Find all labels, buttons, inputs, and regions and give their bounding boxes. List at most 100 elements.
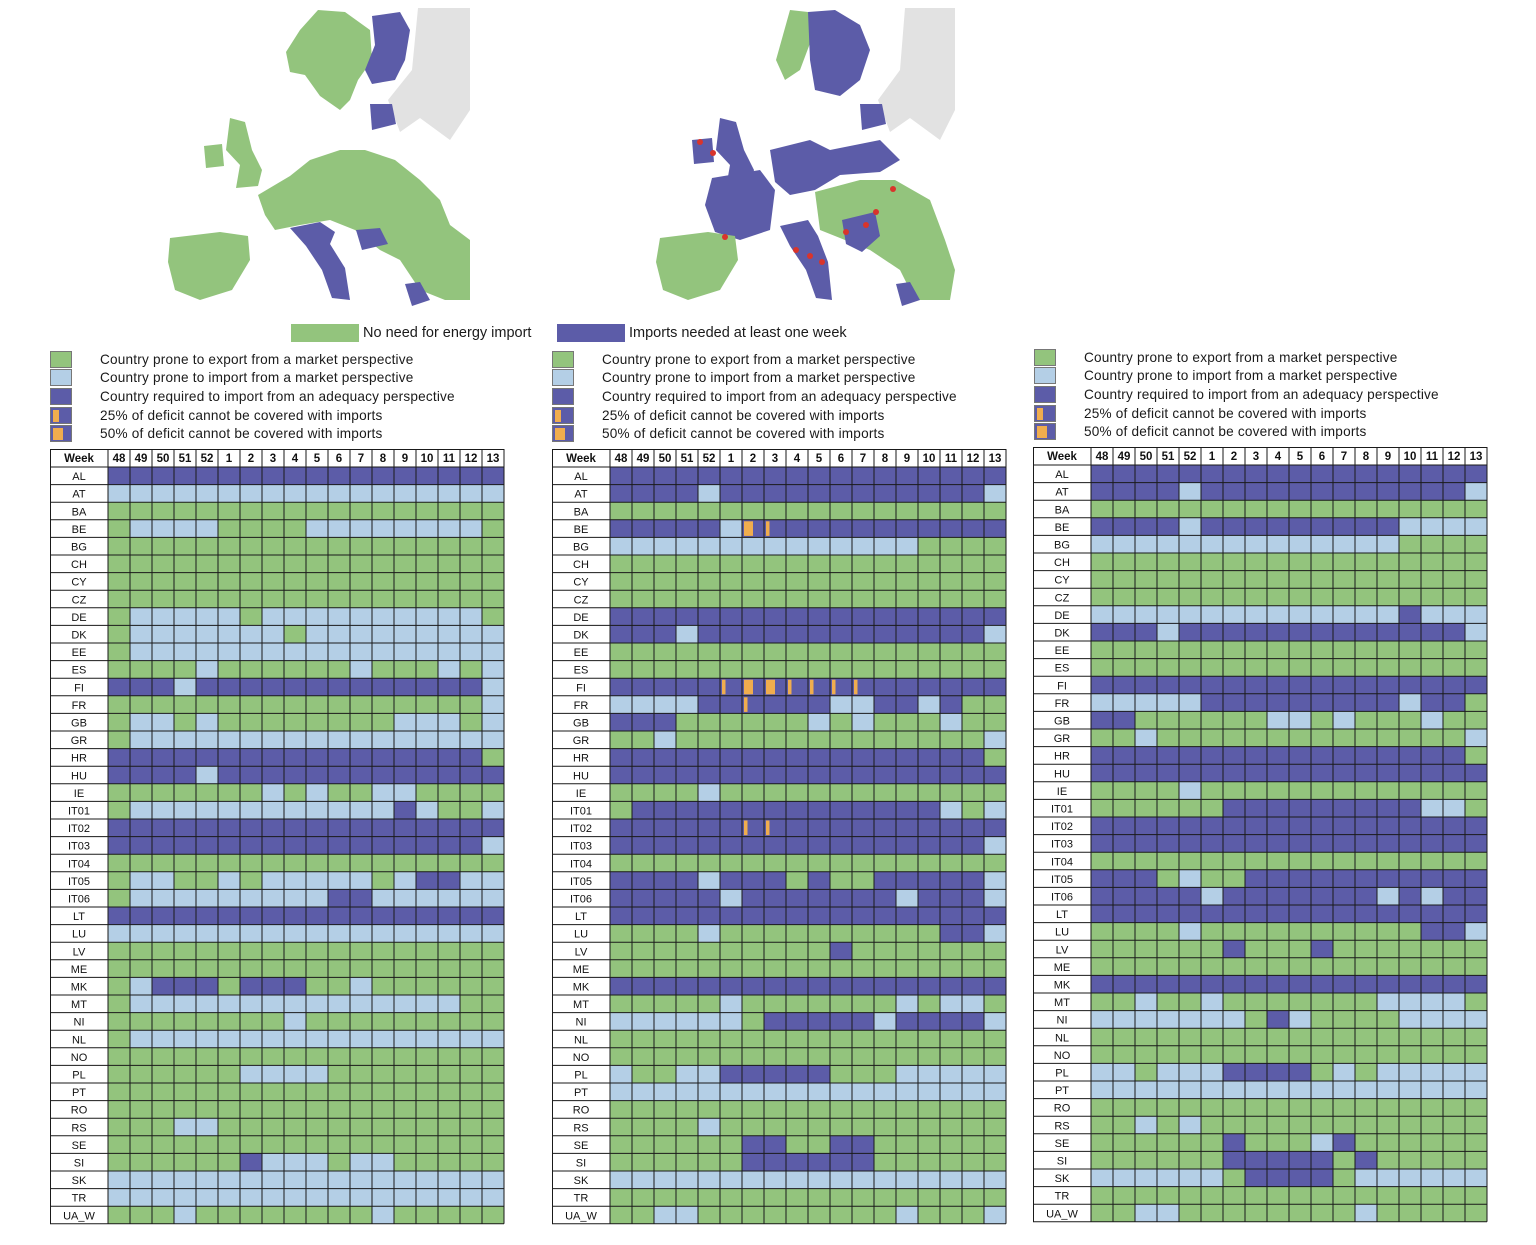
heatmap-cell — [372, 766, 394, 784]
heatmap-cell — [306, 1065, 328, 1083]
heatmap-cell — [284, 502, 306, 520]
heatmap-cell — [698, 942, 720, 960]
heatmap-cell — [1399, 922, 1421, 941]
legend-row-d25: 25% of deficit cannot be covered with im… — [50, 406, 520, 425]
heatmap-cell — [262, 836, 284, 855]
country-label: LV — [1056, 944, 1069, 956]
heatmap-cell — [130, 625, 152, 643]
heatmap-cell — [482, 959, 504, 978]
heatmap-cell — [852, 519, 874, 538]
heatmap-cell — [1465, 676, 1487, 694]
heatmap-cell — [676, 889, 698, 907]
heatmap-cell — [130, 1065, 152, 1083]
heatmap-cell — [1113, 553, 1135, 571]
heatmap-cell — [1377, 1204, 1399, 1222]
week-header-label: Week — [1047, 451, 1077, 463]
heatmap-cell — [852, 590, 874, 608]
week-tick-label: 11 — [443, 453, 456, 465]
heatmap-cell — [742, 467, 764, 485]
heatmap-cell — [698, 819, 720, 837]
heatmap-cell — [1179, 588, 1201, 606]
heatmap-cell — [984, 713, 1006, 731]
heatmap-cell — [218, 1206, 240, 1224]
heatmap-cell — [676, 713, 698, 731]
heatmap-cell — [152, 889, 174, 907]
heatmap-cell — [1245, 1186, 1267, 1205]
heatmap-cell — [328, 590, 350, 608]
heatmap-cell — [984, 836, 1006, 855]
week-header-label: Week — [64, 453, 94, 465]
heatmap-cell — [240, 854, 262, 872]
heatmap-cell — [218, 590, 240, 608]
heatmap-cell — [742, 854, 764, 872]
heatmap-cell — [610, 1135, 632, 1154]
heatmap-cell — [284, 977, 306, 995]
heatmap-cell — [328, 889, 350, 907]
heatmap-cell — [1091, 746, 1113, 765]
heatmap-cell — [262, 643, 284, 661]
heatmap-cell — [940, 572, 962, 591]
heatmap-cell — [1091, 1063, 1113, 1081]
heatmap-cell — [632, 1012, 654, 1031]
map-balkans — [842, 212, 880, 252]
map-hungary — [356, 228, 388, 250]
heatmap-cell — [1179, 1010, 1201, 1029]
heatmap-cell — [306, 1012, 328, 1031]
heatmap-cell — [764, 995, 786, 1013]
heatmap-cell — [1135, 605, 1157, 624]
heatmap-cell — [1465, 1010, 1487, 1029]
heatmap-cell — [1465, 1151, 1487, 1169]
heatmap-cell — [482, 907, 504, 925]
heatmap-cell — [1113, 570, 1135, 589]
heatmap-cell — [742, 995, 764, 1013]
heatmap-cell — [1377, 1081, 1399, 1099]
heatmap-cell — [1201, 658, 1223, 677]
heatmap-cell — [394, 572, 416, 591]
country-label: DK — [1054, 628, 1070, 640]
heatmap-cell — [720, 995, 742, 1013]
heatmap-cell — [130, 854, 152, 872]
heatmap-cell — [1289, 676, 1311, 694]
heatmap-cell — [1091, 553, 1113, 571]
country-label: SI — [74, 1158, 84, 1170]
heatmap-cell — [918, 854, 940, 872]
heatmap-cell — [174, 836, 196, 855]
heatmap-cell — [896, 748, 918, 767]
heatmap-cell — [1091, 1010, 1113, 1029]
heatmap-cell — [1091, 957, 1113, 976]
heatmap-cell — [1289, 817, 1311, 835]
heatmap-cell — [1355, 711, 1377, 729]
heatmap-cell — [676, 590, 698, 608]
heatmap-cell — [1113, 676, 1135, 694]
heatmap-cell — [174, 1171, 196, 1189]
heatmap-cell — [742, 713, 764, 731]
heatmap-cell — [808, 643, 830, 661]
heatmap-cell — [1421, 1063, 1443, 1081]
heatmap-cell — [152, 1153, 174, 1171]
heatmap-cell — [940, 1047, 962, 1066]
heatmap-cell — [240, 1030, 262, 1048]
heatmap-cell — [372, 590, 394, 608]
heatmap-cell — [262, 959, 284, 978]
heatmap-cell — [720, 766, 742, 784]
heatmap-cell — [1465, 517, 1487, 536]
heatmap-cell — [152, 819, 174, 837]
heatmap-cell — [764, 1206, 786, 1224]
map-greece — [896, 282, 920, 306]
heatmap-cell — [1333, 1010, 1355, 1029]
heatmap-cell — [742, 1171, 764, 1189]
heatmap-cell — [786, 1118, 808, 1136]
heatmap-cell — [808, 519, 830, 538]
heatmap-cell — [218, 537, 240, 555]
heatmap-cell — [852, 1135, 874, 1154]
heatmap-cell — [1421, 676, 1443, 694]
heatmap-cell — [808, 1012, 830, 1031]
heatmap-cell — [1443, 658, 1465, 677]
map-baltics — [370, 104, 396, 130]
heatmap-cell — [306, 1171, 328, 1189]
heatmap-cell — [1355, 1063, 1377, 1081]
heatmap-cell — [240, 1012, 262, 1031]
heatmap-cell — [196, 590, 218, 608]
heatmap-cell — [1289, 1186, 1311, 1205]
heatmap-cell — [720, 625, 742, 643]
